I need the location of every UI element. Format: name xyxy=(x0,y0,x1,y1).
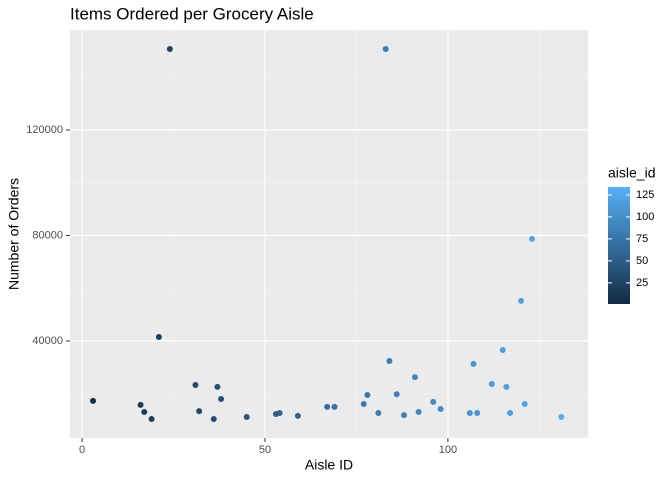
y-axis-title: Number of Orders xyxy=(6,178,22,290)
point xyxy=(192,382,199,389)
point xyxy=(155,334,162,341)
legend-label: 50 xyxy=(636,255,648,267)
point xyxy=(375,409,382,416)
point xyxy=(214,383,221,390)
point xyxy=(488,380,495,387)
point xyxy=(521,401,528,408)
point xyxy=(466,409,473,416)
point xyxy=(137,401,144,408)
legend-title: aisle_id xyxy=(608,165,655,181)
x-axis-title: Aisle ID xyxy=(305,457,353,473)
point xyxy=(400,412,407,419)
point xyxy=(196,408,203,415)
point xyxy=(437,406,444,413)
point xyxy=(411,374,418,381)
point xyxy=(166,45,173,52)
point xyxy=(141,408,148,415)
chart-title: Items Ordered per Grocery Aisle xyxy=(70,4,314,23)
legend-label: 25 xyxy=(636,277,648,289)
point xyxy=(507,409,514,416)
point xyxy=(294,412,301,419)
point xyxy=(503,383,510,390)
point xyxy=(364,392,371,399)
point xyxy=(474,409,481,416)
point xyxy=(210,416,217,423)
point xyxy=(518,297,525,304)
point xyxy=(218,396,225,403)
point xyxy=(499,346,506,353)
legend-label: 75 xyxy=(636,233,648,245)
x-tick-label: 0 xyxy=(79,444,85,456)
point xyxy=(415,408,422,415)
point xyxy=(470,360,477,367)
point xyxy=(148,416,155,423)
point xyxy=(382,45,389,52)
point xyxy=(90,397,97,404)
legend-label: 100 xyxy=(636,211,654,223)
panel xyxy=(70,30,588,438)
point xyxy=(393,391,400,398)
point xyxy=(331,403,338,410)
point xyxy=(386,358,393,365)
x-tick-label: 100 xyxy=(439,444,457,456)
legend-label: 125 xyxy=(636,189,654,201)
x-tick-label: 50 xyxy=(259,444,271,456)
y-tick-label: 40000 xyxy=(32,335,63,347)
y-tick-label: 80000 xyxy=(32,229,63,241)
point xyxy=(529,235,536,242)
y-tick-label: 120000 xyxy=(26,124,63,136)
point xyxy=(276,409,283,416)
point xyxy=(360,401,367,408)
point xyxy=(558,413,565,420)
colorbar xyxy=(608,187,630,304)
point xyxy=(243,413,250,420)
point xyxy=(324,403,331,410)
point xyxy=(430,398,437,405)
